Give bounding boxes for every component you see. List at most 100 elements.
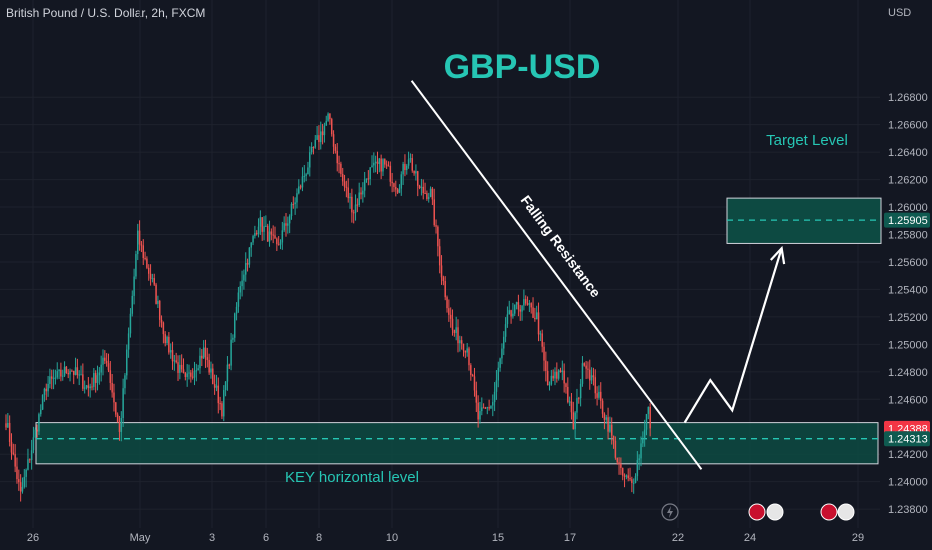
candle-body [460,340,463,344]
candle-body [36,429,38,432]
candle-body [438,246,441,266]
candle-body [263,226,265,232]
y-tick-label: 1.25400 [888,284,928,296]
x-tick-label: 26 [27,532,39,544]
falling-resistance-line [410,80,703,470]
candle-body [510,310,512,317]
candle-body [645,413,648,430]
candle-body [140,244,143,246]
candle-body [32,437,35,451]
candle-body [404,163,406,171]
candle-body [195,370,198,372]
candle-body [162,322,165,335]
candle-body [82,374,84,389]
candle-body [292,203,295,205]
candle-body [603,413,606,420]
candle-body [623,475,626,477]
candle-body [546,370,549,386]
candle-body [309,152,311,168]
candle-body [341,173,344,182]
candle-body [71,370,73,372]
candle-body [294,202,296,205]
candle-body [320,131,322,143]
candle-body [330,119,333,135]
y-tick-label: 1.23800 [888,504,928,516]
candle-body [620,464,622,468]
candle-body [157,300,159,304]
symbol-title: British Pound / U.S. Dollar, 2h, FXCM [6,6,206,20]
candle-body [60,369,62,377]
candle-body [250,242,252,248]
candle-body [541,333,543,347]
candle-body [72,370,75,375]
price-tag-bg [884,431,930,447]
candle-body [127,333,130,350]
candle-body [109,370,112,383]
candle-body [572,412,575,430]
candle-body [212,368,214,385]
candle-body [303,175,306,177]
event-icons [661,503,855,521]
candle-body [382,159,384,172]
x-tick-label: 17 [564,532,576,544]
us-flag-icon [766,503,784,521]
candle-body [104,357,106,361]
candle-body [464,350,467,353]
y-tick-label: 1.24000 [888,477,928,489]
candle-body [7,422,9,428]
candle-body [265,225,267,227]
candle-body [259,217,262,227]
candle-body [495,380,498,392]
key-level-zone [35,422,879,465]
candle-body [45,388,48,392]
candle-body [528,303,531,305]
candle-body [492,402,494,406]
candle-body [254,233,256,237]
candle-body [329,113,331,120]
candle-body [418,185,421,188]
candle-body [135,254,137,277]
x-tick-label: 10 [386,532,398,544]
candle-body [230,339,232,366]
candle-body [228,364,231,366]
candle-body [632,482,635,484]
candle-body [389,165,392,182]
candle-body [30,450,33,461]
candle-body [69,370,71,375]
candle-body [94,373,97,383]
candle-body [349,196,351,199]
candle-body [590,375,593,381]
candle-body [274,235,276,239]
candle-body [12,452,15,455]
candle-body [321,131,324,136]
candle-body [517,302,520,310]
candle-body [563,370,565,384]
candle-body [85,385,88,388]
candle-body [427,196,430,200]
candle-body [610,424,613,436]
candle-body [155,284,157,304]
candle-body [149,273,152,279]
candle-body [521,305,523,312]
candle-body [398,188,401,193]
candle-body [384,159,386,165]
candle-body [52,377,55,379]
candle-body [407,159,410,166]
price-tag-label: 1.25905 [888,215,928,227]
candle-body [113,392,115,403]
candle-body [642,438,644,444]
candle-body [202,347,205,359]
candle-body [184,373,187,377]
candle-body [246,263,249,265]
candle-body [188,372,190,374]
candle-body [21,486,24,492]
candle-body [530,303,532,308]
candle-body [173,360,176,362]
candle-body [61,375,64,377]
candle-body [47,383,49,392]
candle-body [310,146,313,153]
candle-body [524,299,527,304]
candle-body [29,459,31,461]
candle-body [305,174,307,176]
